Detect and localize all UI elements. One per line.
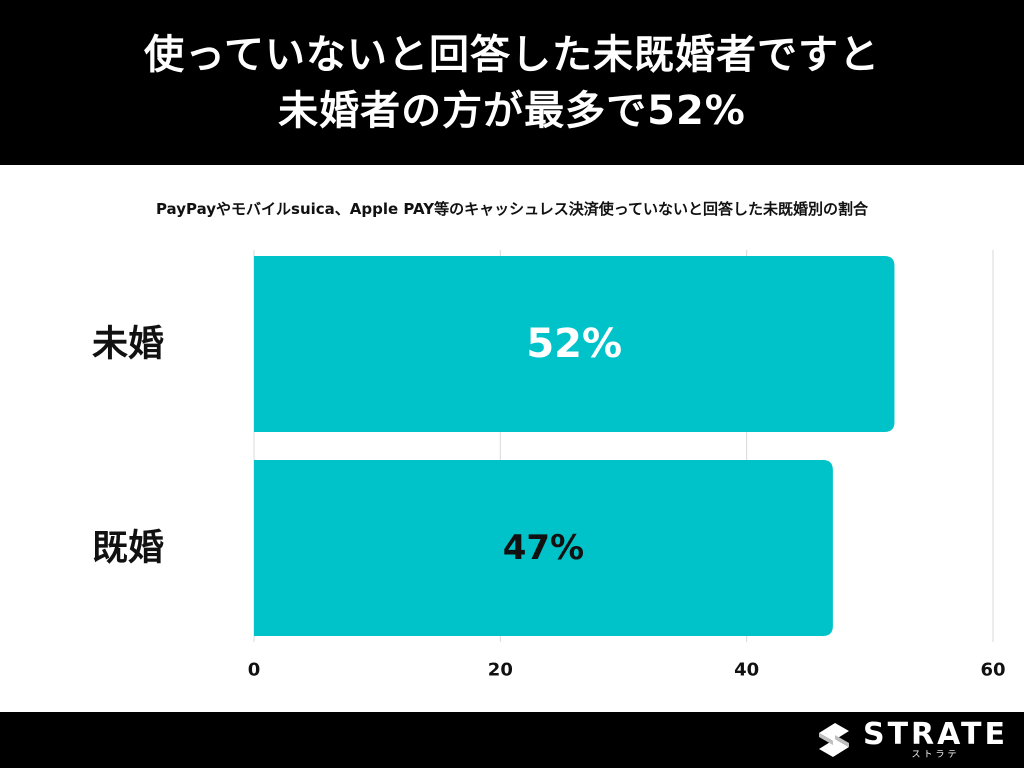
strate-logo-icon: [818, 723, 849, 757]
category-label-0: 未婚: [92, 324, 164, 365]
bar-0: [254, 256, 895, 432]
brand-kana: ストラテ: [911, 750, 960, 760]
x-tick-label-3: 60: [980, 660, 1005, 681]
bar-chart: 未婚 52% 既婚 47% 0 20 40 60: [92, 250, 1006, 681]
headline-line-1: 使っていないと回答した未既婚者ですと: [144, 31, 880, 78]
brand-wordmark: STRATE ストラテ: [863, 720, 1008, 760]
x-tick-label-1: 20: [488, 660, 513, 681]
x-tick-label-0: 0: [248, 660, 261, 681]
brand-logo: STRATE ストラテ: [815, 720, 1008, 760]
headline-banner: 使っていないと回答した未既婚者ですと 未婚者の方が最多で52%: [0, 0, 1024, 165]
category-label-1: 既婚: [92, 528, 164, 569]
headline-line-2: 未婚者の方が最多で52%: [278, 87, 746, 134]
x-tick-label-2: 40: [734, 660, 759, 681]
data-label-1: 47%: [503, 528, 584, 568]
bar-1: [254, 460, 833, 636]
data-label-0: 52%: [526, 321, 622, 367]
footer-banner: STRATE ストラテ: [0, 712, 1024, 768]
brand-name: STRATE: [862, 717, 1008, 752]
chart-title: PayPayやモバイルsuica、Apple PAY等のキャッシュレス決済使って…: [155, 200, 869, 218]
